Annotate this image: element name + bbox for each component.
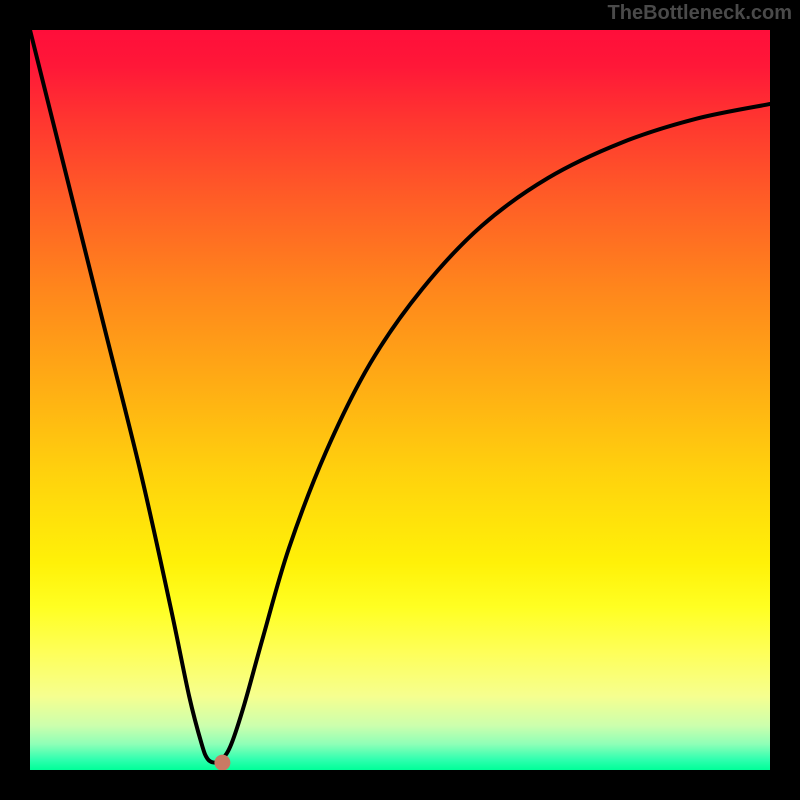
watermark-text: TheBottleneck.com <box>608 2 792 25</box>
plot-svg <box>30 30 770 770</box>
optimal-marker <box>214 755 230 770</box>
plot-area <box>30 30 770 770</box>
chart-container: TheBottleneck.com <box>0 0 800 800</box>
gradient-background <box>30 30 770 770</box>
